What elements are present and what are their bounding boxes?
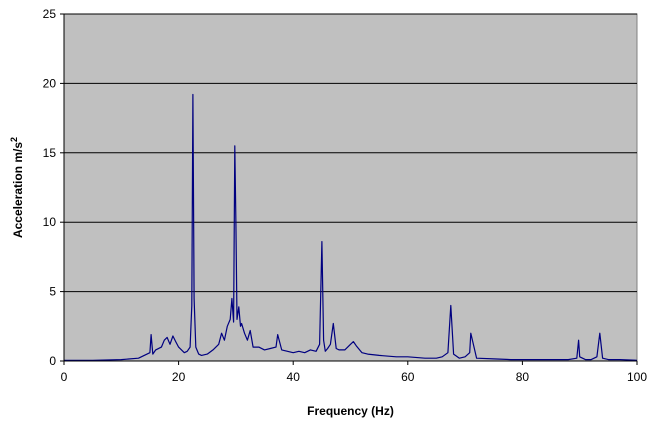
x-tick-label: 60 [401, 370, 415, 384]
y-tick-label: 5 [49, 285, 56, 299]
y-tick-label: 15 [43, 146, 57, 160]
y-axis-ticks: 0 5 10 15 20 25 [43, 7, 64, 368]
gridlines [64, 13, 637, 293]
y-tick-label: 25 [43, 7, 57, 21]
y-tick-label: 20 [43, 76, 57, 90]
x-tick-label: 80 [516, 370, 530, 384]
y-axis-title-superscript: 2 [9, 137, 19, 142]
plot-area [63, 13, 638, 362]
x-axis-title: Frequency (Hz) [307, 404, 394, 418]
x-tick-label: 40 [287, 370, 301, 384]
x-tick-label: 0 [61, 370, 68, 384]
y-axis-title: Acceleration m/s2 [9, 137, 25, 238]
x-axis-ticks: 0 20 40 60 80 100 [61, 361, 647, 384]
x-tick-label: 100 [627, 370, 647, 384]
series-line [64, 93, 638, 361]
y-axis-title-text: Acceleration m/s [11, 142, 25, 238]
y-tick-label: 0 [49, 354, 56, 368]
x-tick-label: 20 [172, 370, 186, 384]
y-tick-label: 10 [43, 215, 57, 229]
series-layer [64, 93, 638, 361]
